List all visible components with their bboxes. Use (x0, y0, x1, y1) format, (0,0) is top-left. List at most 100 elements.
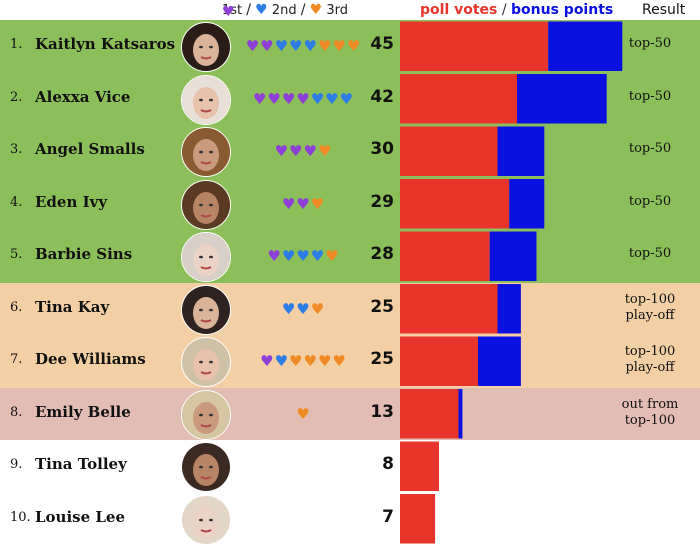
heart-purple-icon: ♥ (274, 142, 289, 160)
performer-name: Kaitlyn Katsaros (35, 35, 176, 53)
heart-blue-icon: ♥ (325, 89, 339, 108)
rank: 3. (10, 142, 23, 157)
rank: 5. (10, 247, 23, 262)
performer-name: Eden Ivy (35, 192, 108, 211)
poll-sep: / (497, 2, 512, 18)
heart-purple-icon: ♥ (296, 194, 310, 213)
heart-purple-icon: ♥ (303, 142, 317, 160)
heart-orange-icon: ♥ (325, 247, 339, 265)
heart-orange-icon: ♥ (332, 37, 346, 55)
result-line: play-off (625, 360, 675, 375)
result-label: out from top-100 (600, 397, 700, 429)
heart-blue-icon: ♥ (255, 2, 268, 18)
performer-name: Alexxa Vice (35, 87, 131, 106)
rank: 9. (10, 457, 23, 472)
heart-orange-icon: ♥ (303, 352, 317, 370)
rank: 7. (10, 352, 23, 367)
heart-purple-icon: ♥ (289, 142, 303, 160)
performer-name: Tina Kay (35, 297, 110, 316)
heart-blue-icon: ♥ (296, 247, 310, 265)
portrait-icon (182, 443, 230, 491)
result-label: top-50 (600, 246, 700, 262)
result-label: top-100 play-off (600, 344, 700, 376)
legend-sep: / (300, 2, 306, 18)
vote-hearts: ♥ ♥ ♥ ♥ ♥ ♥ ♥ (238, 76, 368, 122)
performer-name: Dee Williams (35, 350, 146, 368)
poll-votes-bar (400, 494, 436, 544)
table-row: 10. Louise Lee 7 (0, 492, 700, 545)
bonus-points-bar (489, 231, 537, 281)
portrait-icon (182, 390, 230, 439)
table-row: 4. Eden Ivy ♥ ♥ ♥ 29 top-50 (0, 177, 700, 230)
heart-purple-icon: ♥ (222, 4, 235, 20)
poll-votes-bar (400, 179, 510, 229)
heart-purple-icon: ♥ (281, 194, 296, 213)
row-background (400, 492, 700, 545)
result-line: top-50 (628, 193, 672, 209)
vote-hearts: ♥ ♥ ♥ (238, 181, 368, 227)
heart-purple-icon: ♥ (260, 352, 274, 370)
poll-votes-bar (400, 126, 498, 176)
vote-hearts: ♥ ♥ ♥ ♥ ♥ ♥ ♥ ♥ (238, 23, 368, 69)
heart-blue-icon: ♥ (281, 299, 296, 318)
total-points: 13 (370, 401, 394, 422)
heart-orange-icon: ♥ (317, 352, 332, 370)
result-line: top-50 (628, 141, 672, 156)
result-line: top-100 (624, 412, 676, 428)
legend-2nd: 2nd (271, 3, 297, 18)
result-header: Result (642, 2, 686, 18)
poll-votes-bar (400, 231, 490, 281)
legend: ♥ 1st / ♥ 2nd / ♥ 3rd (222, 2, 348, 20)
heart-blue-icon: ♥ (281, 247, 296, 265)
performer-name: Louise Lee (35, 507, 125, 526)
row-background (400, 440, 700, 493)
heart-orange-icon: ♥ (309, 2, 323, 18)
legend-1st: 1st (222, 3, 243, 18)
heart-purple-icon: ♥ (267, 89, 281, 108)
heart-purple-icon: ♥ (260, 37, 274, 55)
heart-orange-icon: ♥ (332, 352, 346, 370)
portrait-icon (182, 285, 230, 334)
heart-orange-icon: ♥ (289, 352, 303, 370)
avatar (181, 179, 231, 230)
poll-votes-bar (400, 21, 549, 71)
result-line: top-100 (624, 344, 676, 359)
heart-blue-icon: ♥ (274, 352, 289, 370)
heart-blue-icon: ♥ (310, 247, 325, 265)
result-line: top-50 (628, 88, 672, 104)
total-points: 30 (370, 139, 394, 159)
performer-name: Emily Belle (35, 402, 131, 421)
heart-purple-icon: ♥ (252, 89, 267, 108)
bonus-points-bar (517, 74, 607, 124)
table-row: 6. Tina Kay ♥ ♥ ♥ 25 top-100 play-off (0, 282, 700, 335)
heart-orange-icon: ♥ (296, 404, 310, 423)
vote-hearts: ♥ ♥ ♥ ♥ (238, 128, 368, 174)
total-points: 7 (382, 506, 394, 527)
total-points: 42 (370, 86, 394, 107)
total-points: 45 (370, 34, 394, 54)
bars-header: poll votes / bonus points (420, 2, 613, 18)
result-label: top-50 (600, 141, 700, 157)
poll-votes-bar (400, 389, 459, 439)
result-label: top-100 play-off (600, 292, 700, 324)
avatar (181, 494, 231, 545)
bonus-points-bar (497, 126, 545, 176)
rank: 4. (10, 194, 23, 210)
heart-blue-icon: ♥ (310, 89, 325, 108)
result-line: top-50 (628, 36, 672, 51)
rank: 8. (10, 404, 23, 420)
vote-hearts: ♥ ♥ ♥ ♥ ♥ (238, 233, 368, 279)
heart-blue-icon: ♥ (303, 37, 317, 55)
result-label: top-50 (600, 89, 700, 105)
heart-orange-icon: ♥ (346, 37, 361, 55)
avatar (181, 389, 231, 440)
poll-votes-bar (400, 284, 498, 334)
legend-sep: / (246, 2, 252, 18)
portrait-icon (182, 23, 230, 71)
bonus-points-label: bonus points (511, 2, 614, 18)
rank: 6. (10, 299, 23, 315)
bonus-points-bar (548, 21, 623, 71)
poll-votes-bar (400, 74, 517, 124)
heart-blue-icon: ♥ (289, 37, 303, 55)
avatar (181, 284, 231, 335)
